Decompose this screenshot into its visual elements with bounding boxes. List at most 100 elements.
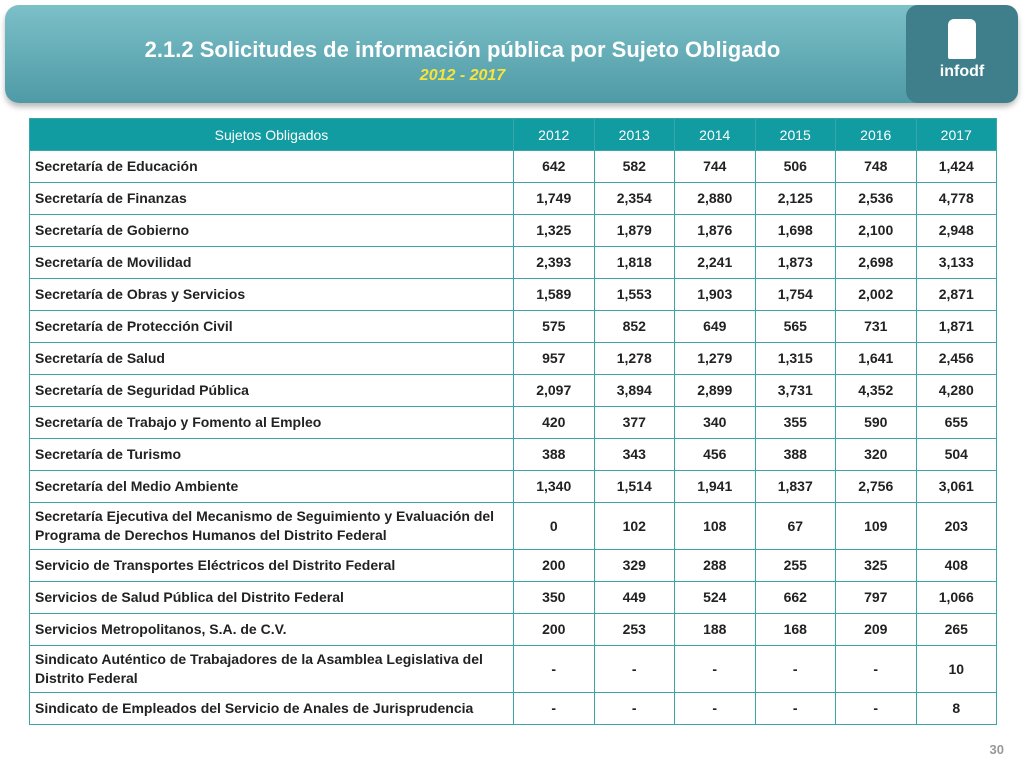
logo: infodf	[906, 5, 1018, 103]
cell: 1,876	[674, 214, 756, 247]
cell: -	[754, 645, 836, 693]
cell: 1,424	[915, 150, 997, 183]
cell: 649	[674, 310, 756, 343]
row-label: Secretaría de Trabajo y Fomento al Emple…	[29, 406, 514, 439]
row-label: Secretaría de Protección Civil	[29, 310, 514, 343]
cell: 320	[835, 438, 917, 471]
cell: 188	[674, 613, 756, 646]
table-row: Secretaría de Seguridad Pública 2,097 3,89…	[29, 374, 997, 407]
title: 2.1.2 Solicitudes de información pública…	[144, 37, 781, 62]
cell: 662	[754, 581, 836, 614]
cell: 1,325	[513, 214, 595, 247]
cell: 3,731	[754, 374, 836, 407]
table-row: Servicios Metropolitanos, S.A. de C.V. 20…	[29, 613, 997, 646]
cell: 2,125	[754, 182, 836, 215]
cell: 1,315	[754, 342, 836, 375]
cell: -	[513, 692, 595, 725]
cell: 2,871	[915, 278, 997, 311]
cell: 2,948	[915, 214, 997, 247]
cell: 2,880	[674, 182, 756, 215]
cell: 2,899	[674, 374, 756, 407]
cell: 1,873	[754, 246, 836, 279]
column-header: 2016	[835, 118, 917, 151]
logo-icon	[948, 19, 976, 59]
table-row: Servicio de Transportes Eléctricos del D…	[29, 549, 997, 582]
table-row: Secretaría de Salud 957 1,278 1,279 1,315 1,6…	[29, 342, 997, 375]
cell: 744	[674, 150, 756, 183]
cell: 1,278	[593, 342, 675, 375]
cell: 1,340	[513, 470, 595, 503]
cell: 1,749	[513, 182, 595, 215]
cell: 420	[513, 406, 595, 439]
cell: 102	[593, 502, 675, 550]
subtitle: 2012 - 2017	[419, 67, 506, 84]
column-header: Sujetos Obligados	[29, 118, 514, 151]
cell: -	[674, 645, 756, 693]
cell: 2,536	[835, 182, 917, 215]
cell: 3,133	[915, 246, 997, 279]
row-label: Servicios de Salud Pública del Distrito …	[29, 581, 514, 614]
cell: 108	[674, 502, 756, 550]
cell: 1,837	[754, 470, 836, 503]
table-row: Secretaría de Obras y Servicios 1,589 1,55…	[29, 278, 997, 311]
cell: 1,553	[593, 278, 675, 311]
table-row: Sindicato de Empleados del Servicio de A…	[29, 692, 997, 725]
column-header: 2014	[674, 118, 756, 151]
cell: 456	[674, 438, 756, 471]
row-label: Secretaría de Obras y Servicios	[29, 278, 514, 311]
cell: -	[593, 645, 675, 693]
cell: 797	[835, 581, 917, 614]
header-band: 2.1.2 Solicitudes de información pública…	[5, 5, 1018, 103]
cell: 1,754	[754, 278, 836, 311]
cell: 4,352	[835, 374, 917, 407]
cell: 1,698	[754, 214, 836, 247]
cell: 253	[593, 613, 675, 646]
row-label: Secretaría de Salud	[29, 342, 514, 375]
column-header: 2012	[513, 118, 595, 151]
table-row: Secretaría Ejecutiva del Mecanismo de Se…	[29, 502, 997, 550]
cell: 1,589	[513, 278, 595, 311]
cell: 2,354	[593, 182, 675, 215]
cell: 1,941	[674, 470, 756, 503]
cell: 504	[915, 438, 997, 471]
cell: 582	[593, 150, 675, 183]
cell: 2,698	[835, 246, 917, 279]
cell: 731	[835, 310, 917, 343]
table-row: Secretaría de Movilidad 2,393 1,818 2,241 1,…	[29, 246, 997, 279]
row-label: Sindicato de Empleados del Servicio de A…	[29, 692, 514, 725]
row-label: Secretaría del Medio Ambiente	[29, 470, 514, 503]
cell: 1,514	[593, 470, 675, 503]
cell: -	[835, 645, 917, 693]
cell: 168	[754, 613, 836, 646]
table-row: Secretaría del Medio Ambiente 1,340 1,514 1…	[29, 470, 997, 503]
cell: 1,879	[593, 214, 675, 247]
cell: 2,002	[835, 278, 917, 311]
table-row: Secretaría de Educación 642 582 744 506 748 1,…	[29, 150, 997, 183]
column-header: 2017	[915, 118, 997, 151]
table-row: Secretaría de Trabajo y Fomento al Emple…	[29, 406, 997, 439]
table-row: Secretaría de Finanzas 1,749 2,354 2,880 2,1…	[29, 182, 997, 215]
cell: 4,280	[915, 374, 997, 407]
cell: 329	[593, 549, 675, 582]
cell: 642	[513, 150, 595, 183]
page-number: 30	[989, 742, 1004, 757]
cell: 388	[513, 438, 595, 471]
cell: 748	[835, 150, 917, 183]
cell: 209	[835, 613, 917, 646]
cell: 4,778	[915, 182, 997, 215]
logo-text: infodf	[939, 63, 985, 80]
row-label: Secretaría de Seguridad Pública	[29, 374, 514, 407]
row-label: Secretaría de Turismo	[29, 438, 514, 471]
cell: 3,894	[593, 374, 675, 407]
cell: 2,756	[835, 470, 917, 503]
cell: 565	[754, 310, 836, 343]
cell: 957	[513, 342, 595, 375]
cell: 1,818	[593, 246, 675, 279]
table-row: Secretaría de Gobierno 1,325 1,879 1,876 1,6…	[29, 214, 997, 247]
cell: -	[513, 645, 595, 693]
cell: 2,100	[835, 214, 917, 247]
cell: 325	[835, 549, 917, 582]
row-label: Secretaría de Movilidad	[29, 246, 514, 279]
cell: 1,066	[915, 581, 997, 614]
